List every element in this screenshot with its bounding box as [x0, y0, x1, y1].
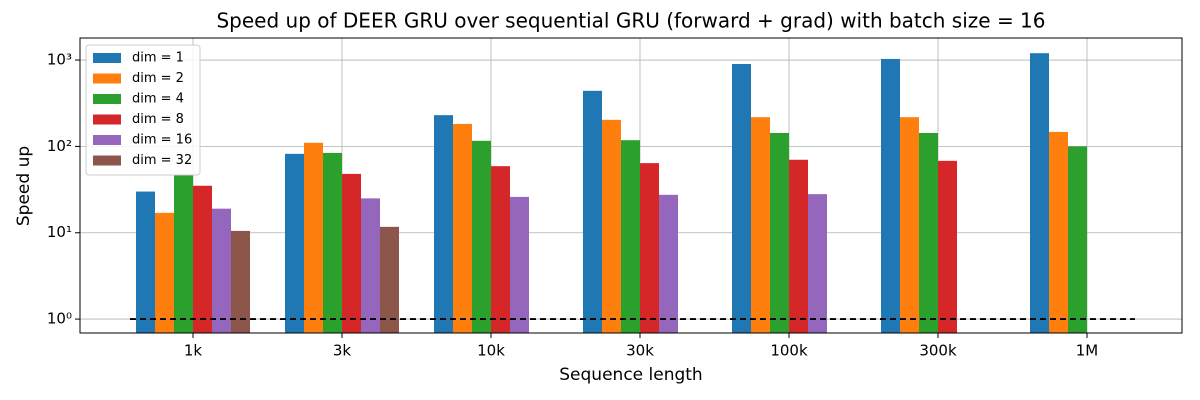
- bar: [304, 142, 323, 333]
- bar: [453, 123, 472, 334]
- bar: [583, 90, 602, 333]
- bar: [1049, 131, 1068, 333]
- bar: [919, 132, 938, 333]
- bar: [1068, 146, 1087, 333]
- bar: [155, 212, 174, 333]
- bar: [285, 153, 304, 333]
- bar: [434, 115, 453, 333]
- bar: [491, 166, 510, 333]
- bar: [323, 152, 342, 333]
- legend-label: dim = 2: [132, 71, 184, 86]
- bar: [136, 191, 155, 333]
- bar: [212, 208, 231, 333]
- bar: [789, 159, 808, 333]
- bar: [881, 58, 900, 333]
- bar: [751, 117, 770, 333]
- legend-swatch: [93, 135, 121, 145]
- plot-frame: [79, 37, 1183, 334]
- x-tick-label: 300k: [919, 342, 957, 360]
- legend-label: dim = 16: [132, 133, 192, 148]
- bar: [231, 230, 250, 333]
- chart-title: Speed up of DEER GRU over sequential GRU…: [216, 9, 1045, 33]
- bar: [510, 196, 529, 333]
- legend-label: dim = 8: [132, 112, 184, 127]
- bar: [938, 160, 957, 333]
- bar: [342, 173, 361, 333]
- legend-label: dim = 4: [132, 92, 184, 107]
- legend-swatch: [93, 155, 121, 166]
- y-tick-label: 10³: [47, 51, 72, 69]
- bar: [808, 194, 827, 333]
- bar: [621, 140, 640, 333]
- bar: [380, 226, 399, 333]
- y-axis-label: Speed up: [14, 146, 34, 226]
- bar: [659, 194, 678, 333]
- legend-swatch: [93, 114, 121, 125]
- legend-swatch: [93, 73, 121, 84]
- bar: [361, 198, 380, 333]
- bar: [770, 132, 789, 333]
- x-tick-label: 100k: [770, 342, 808, 360]
- bar: [1030, 53, 1049, 334]
- bar: [602, 119, 621, 334]
- y-tick-label: 10¹: [47, 223, 72, 241]
- legend-label: dim = 32: [132, 153, 192, 168]
- x-tick-label: 10k: [477, 342, 505, 360]
- bar: [900, 117, 919, 333]
- legend: dim = 1 dim = 2 dim = 4 dim = 8 dim = 16 dim …: [85, 44, 201, 176]
- legend-swatch: [93, 53, 121, 63]
- bar: [174, 174, 193, 333]
- bar: [472, 140, 491, 333]
- y-tick-label: 10²: [47, 137, 72, 155]
- x-tick-label: 3k: [333, 342, 352, 360]
- x-tick-label: 1k: [184, 342, 203, 360]
- legend-label: dim = 1: [132, 51, 184, 66]
- bar: [193, 185, 212, 333]
- y-tick-label: 10⁰: [47, 310, 72, 328]
- x-tick-label: 30k: [626, 342, 654, 360]
- legend-swatch: [93, 94, 121, 104]
- bar: [732, 63, 751, 333]
- x-tick-label: 1M: [1076, 342, 1099, 360]
- bar: [640, 163, 659, 333]
- x-axis-label: Sequence length: [559, 365, 702, 385]
